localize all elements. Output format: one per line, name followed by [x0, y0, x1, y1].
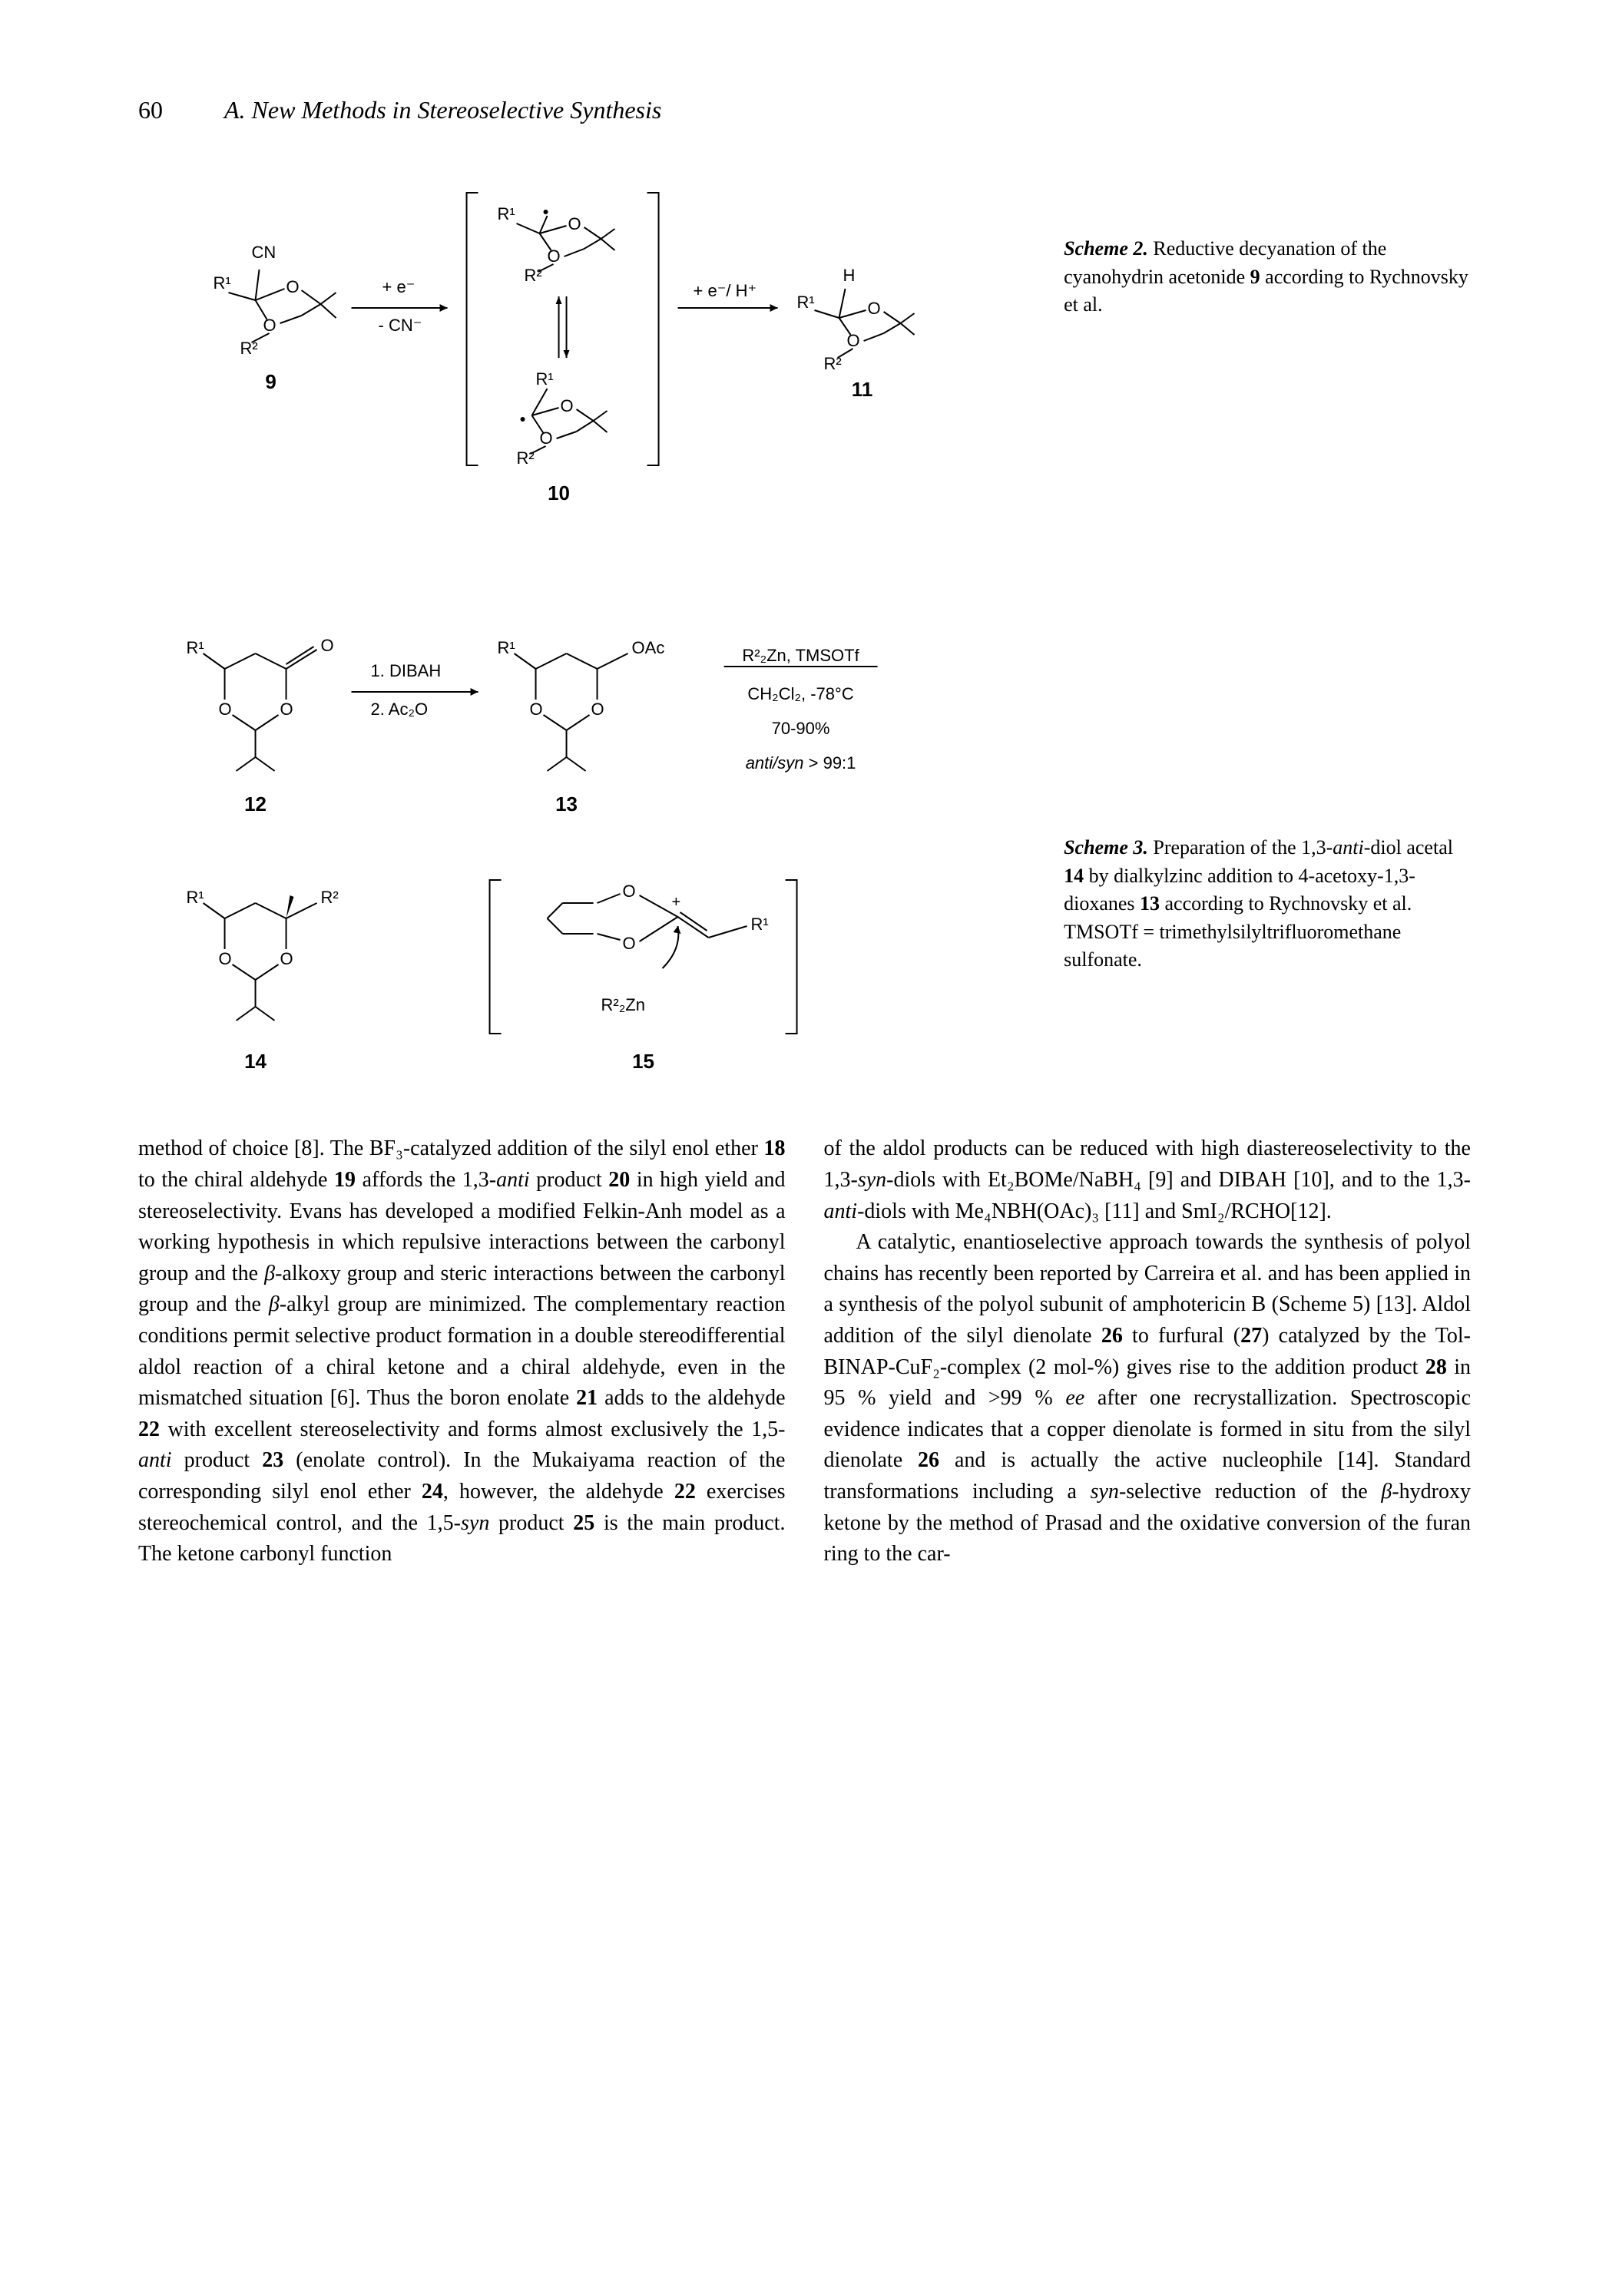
- svg-text:15: 15: [632, 1050, 654, 1073]
- svg-text:R¹: R¹: [214, 273, 231, 293]
- svg-text:O: O: [847, 331, 860, 350]
- scheme-3-area: R¹ O O O 12: [138, 619, 1471, 1095]
- svg-text:+ e⁻: + e⁻: [382, 277, 415, 296]
- svg-text:14: 14: [244, 1050, 267, 1073]
- svg-text:O: O: [561, 396, 574, 415]
- svg-text:O: O: [263, 316, 276, 335]
- body-paragraph-2: of the aldol products can be reduced wit…: [824, 1133, 1472, 1227]
- svg-text:CH₂Cl₂, -78°C: CH₂Cl₂, -78°C: [747, 684, 853, 703]
- svg-text:1. DIBAH: 1. DIBAH: [371, 661, 442, 680]
- scheme-2-figure: R¹ CN O O R² 9: [138, 158, 1018, 581]
- svg-text:O: O: [623, 934, 636, 953]
- svg-text:13: 13: [555, 792, 578, 816]
- svg-text:O: O: [530, 700, 543, 719]
- svg-text:R¹: R¹: [751, 915, 769, 934]
- svg-text:12: 12: [244, 792, 267, 816]
- body-paragraph-1: method of choice [8]. The BF₃-catalyzed …: [138, 1133, 786, 1570]
- svg-text:R¹: R¹: [498, 638, 515, 657]
- svg-text:CN: CN: [252, 243, 276, 262]
- svg-text:O: O: [219, 700, 232, 719]
- scheme-3-figure: R¹ O O O 12: [138, 619, 1018, 1095]
- svg-text:O: O: [280, 949, 293, 968]
- right-column: of the aldol products can be reduced wit…: [824, 1133, 1472, 1570]
- svg-text:R¹: R¹: [187, 888, 204, 907]
- page-header: 60 A. New Methods in Stereoselective Syn…: [138, 92, 1471, 127]
- left-column: method of choice [8]. The BF₃-catalyzed …: [138, 1133, 786, 1570]
- svg-text:+ e⁻/ H⁺: + e⁻/ H⁺: [694, 281, 757, 300]
- scheme-2-title: Scheme 2.: [1064, 237, 1148, 260]
- header-title: A. New Methods in Stereoselective Synthe…: [224, 92, 661, 127]
- svg-text:H: H: [843, 266, 856, 285]
- svg-text:O: O: [219, 949, 232, 968]
- scheme-2-area: R¹ CN O O R² 9: [138, 158, 1471, 581]
- svg-text:O: O: [868, 299, 881, 318]
- svg-text:R²: R²: [240, 339, 258, 358]
- svg-text:O: O: [568, 214, 581, 233]
- svg-text:O: O: [623, 882, 636, 901]
- page-number: 60: [138, 92, 163, 127]
- svg-text:11: 11: [852, 378, 873, 401]
- svg-text:R¹: R¹: [536, 369, 554, 389]
- body-columns: method of choice [8]. The BF₃-catalyzed …: [138, 1133, 1471, 1570]
- svg-text:O: O: [286, 277, 300, 296]
- svg-text:O: O: [548, 246, 561, 266]
- svg-text:R²₂Zn: R²₂Zn: [601, 995, 645, 1014]
- svg-text:R²₂Zn, TMSOTf: R²₂Zn, TMSOTf: [742, 646, 859, 665]
- svg-text:R²: R²: [321, 888, 339, 907]
- body-paragraph-3: A catalytic, enantioselective approach t…: [824, 1227, 1472, 1570]
- svg-text:R¹: R¹: [797, 293, 815, 312]
- svg-text:R¹: R¹: [187, 638, 204, 657]
- svg-text:- CN⁻: - CN⁻: [379, 316, 422, 335]
- svg-text:O: O: [540, 428, 553, 448]
- svg-text:O: O: [280, 700, 293, 719]
- svg-text:R²: R²: [525, 266, 542, 285]
- scheme-2-caption: Scheme 2. Reductive decyanation of the c…: [1018, 235, 1471, 319]
- svg-text:2. Ac₂O: 2. Ac₂O: [371, 700, 429, 719]
- svg-text:OAc: OAc: [632, 638, 665, 657]
- svg-text:70-90%: 70-90%: [772, 719, 830, 738]
- svg-text:R²: R²: [517, 448, 535, 468]
- scheme-3-title: Scheme 3.: [1064, 836, 1148, 859]
- svg-text:9: 9: [265, 370, 276, 393]
- svg-text:R¹: R¹: [498, 204, 515, 223]
- scheme-3-caption: Scheme 3. Preparation of the 1,3-anti-di…: [1018, 834, 1471, 974]
- svg-text:anti/syn > 99:1: anti/syn > 99:1: [746, 753, 856, 773]
- svg-text:O: O: [321, 636, 334, 655]
- svg-text:O: O: [591, 700, 604, 719]
- svg-text:+: +: [672, 894, 681, 911]
- svg-text:10: 10: [548, 481, 570, 505]
